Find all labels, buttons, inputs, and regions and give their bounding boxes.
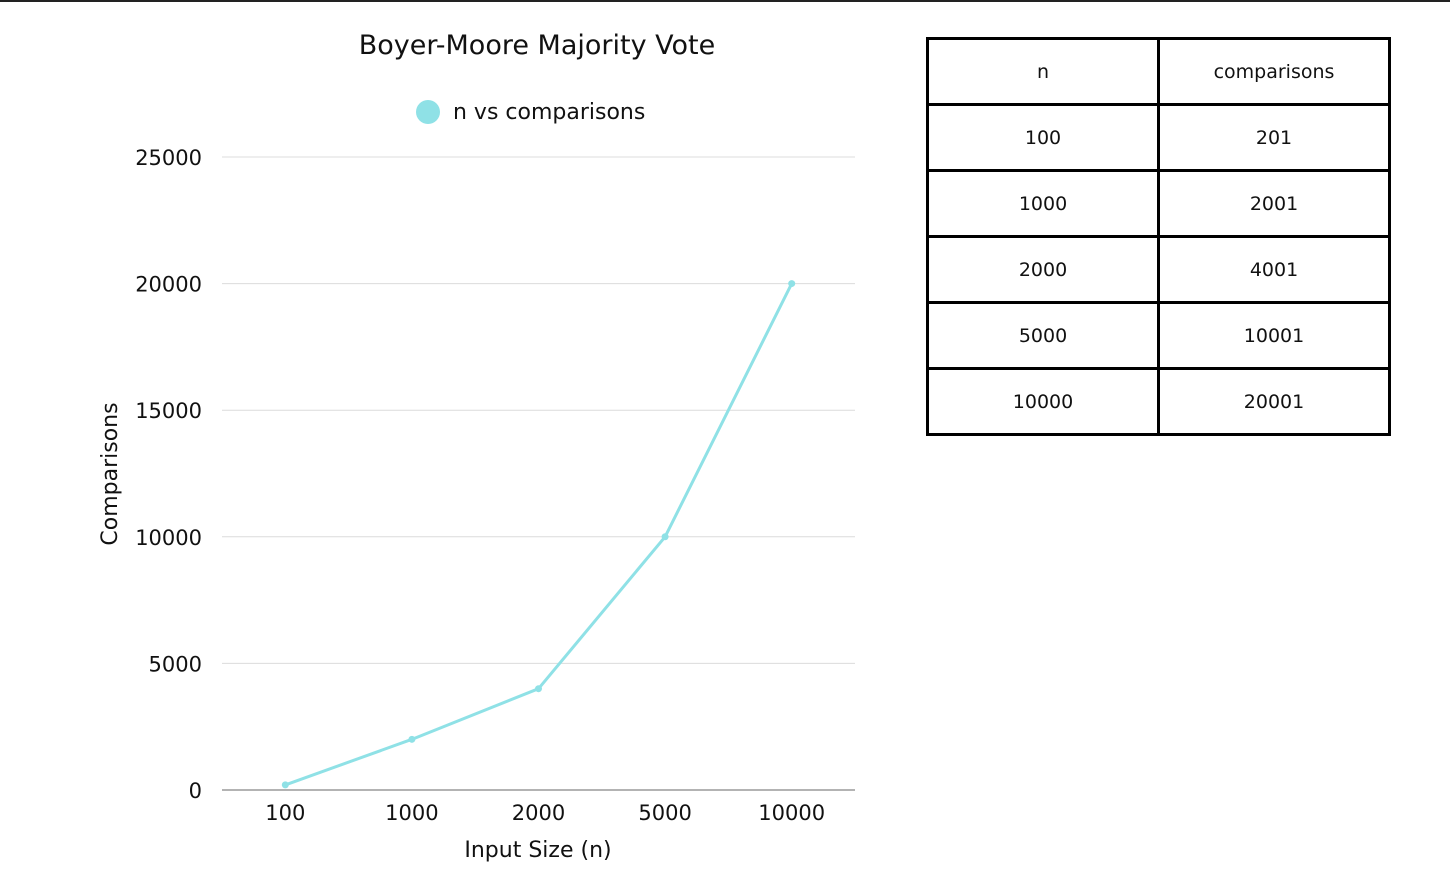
- data-point: [535, 685, 542, 693]
- table-header-comparisons: comparisons: [1157, 37, 1391, 106]
- x-tick-label: 100: [265, 801, 305, 825]
- table-row: 10000 20001: [926, 367, 1391, 436]
- y-axis-ticks: 0 5000 10000 15000 20000 25000: [135, 146, 202, 803]
- y-tick-label: 25000: [135, 146, 202, 170]
- table-cell-comparisons: 10001: [1157, 301, 1391, 370]
- series-line: [283, 282, 794, 787]
- y-tick-label: 15000: [135, 399, 202, 423]
- x-tick-label: 10000: [758, 801, 825, 825]
- y-tick-label: 20000: [135, 273, 202, 297]
- x-tick-label: 5000: [638, 801, 691, 825]
- table-cell-n: 100: [926, 103, 1160, 172]
- x-tick-label: 2000: [512, 801, 565, 825]
- y-axis-title: Comparisons: [98, 402, 123, 545]
- data-point: [281, 781, 289, 789]
- table-header-row: n comparisons: [926, 37, 1391, 106]
- data-point: [788, 280, 796, 288]
- legend: n vs comparisons: [416, 100, 645, 125]
- table-cell-n: 10000: [926, 367, 1160, 436]
- chart-title: Boyer-Moore Majority Vote: [359, 30, 715, 61]
- data-point: [661, 533, 669, 541]
- top-border: [0, 0, 1450, 2]
- y-tick-label: 0: [189, 779, 202, 803]
- legend-swatch: [416, 100, 440, 124]
- table-header-n: n: [926, 37, 1160, 106]
- x-axis-title: Input Size (n): [464, 838, 611, 863]
- table-row: 100 201: [926, 103, 1391, 172]
- gridlines: [222, 156, 855, 791]
- legend-label: n vs comparisons: [453, 100, 645, 125]
- y-tick-label: 5000: [149, 652, 202, 676]
- table-cell-n: 5000: [926, 301, 1160, 370]
- data-point: [408, 735, 416, 743]
- table-cell-n: 1000: [926, 169, 1160, 238]
- table-row: 2000 4001: [926, 235, 1391, 304]
- x-axis-ticks: 100 1000 2000 5000 10000: [265, 801, 825, 825]
- line-chart: Boyer-Moore Majority Vote n vs compariso…: [98, 30, 855, 863]
- table-cell-comparisons: 20001: [1157, 367, 1391, 436]
- y-tick-label: 10000: [135, 526, 202, 550]
- table-row: 5000 10001: [926, 301, 1391, 370]
- table-cell-comparisons: 4001: [1157, 235, 1391, 304]
- x-tick-label: 1000: [385, 801, 438, 825]
- table-cell-comparisons: 2001: [1157, 169, 1391, 238]
- data-table: n comparisons 100 201 1000 2001 2000 400…: [926, 37, 1391, 436]
- table-row: 1000 2001: [926, 169, 1391, 238]
- series-layer: [281, 280, 796, 789]
- table-cell-n: 2000: [926, 235, 1160, 304]
- table-cell-comparisons: 201: [1157, 103, 1391, 172]
